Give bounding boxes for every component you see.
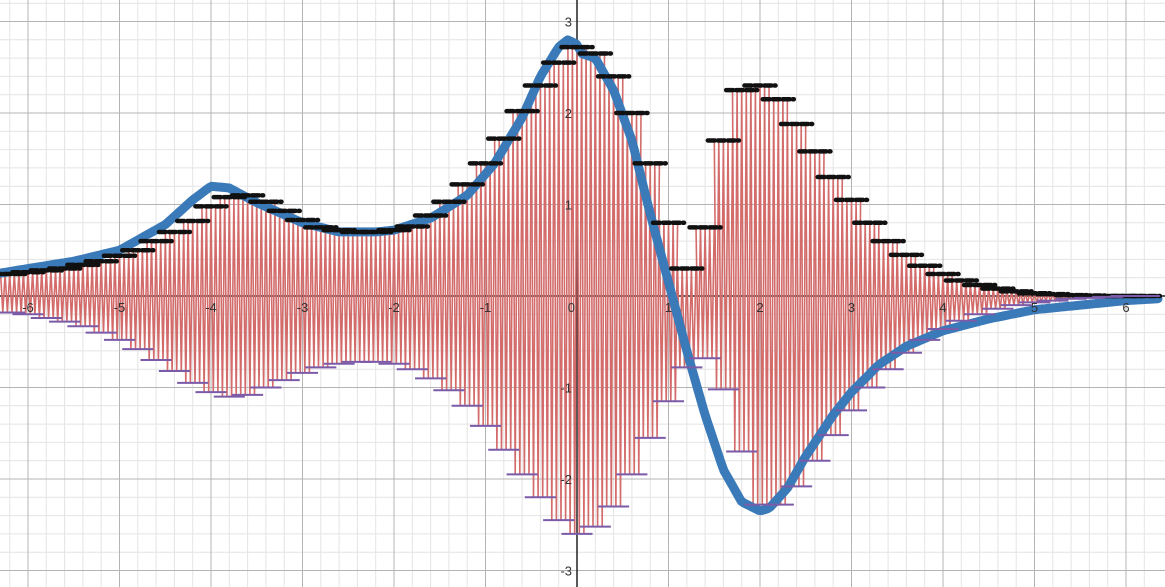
step-markers (0, 44, 1163, 535)
x-tick-label: 5 (1031, 300, 1038, 315)
x-tick-label: 2 (756, 300, 763, 315)
x-tick-label: -1 (480, 300, 492, 315)
tick-labels: -6 -5 -4 -3 -2 -1 1 2 3 4 5 6 -3 -2 -1 1 2 3 0 (22, 15, 1129, 579)
x-tick-label: -5 (114, 300, 126, 315)
y-tick-label: 1 (565, 198, 572, 213)
y-tick-label: -1 (560, 381, 572, 396)
x-tick-label: -2 (388, 300, 400, 315)
x-tick-label: -4 (205, 300, 217, 315)
x-tick-label: -3 (297, 300, 309, 315)
y-tick-label: -2 (560, 472, 572, 487)
x-tick-label: 6 (1122, 300, 1129, 315)
origin-label: 0 (568, 300, 575, 315)
x-tick-label: 4 (939, 300, 946, 315)
y-tick-label: 2 (565, 106, 572, 121)
x-tick-label: 3 (848, 300, 855, 315)
x-tick-label: -6 (22, 300, 34, 315)
y-tick-label: -3 (560, 564, 572, 579)
x-tick-label: 1 (665, 300, 672, 315)
y-tick-label: 3 (565, 15, 572, 30)
